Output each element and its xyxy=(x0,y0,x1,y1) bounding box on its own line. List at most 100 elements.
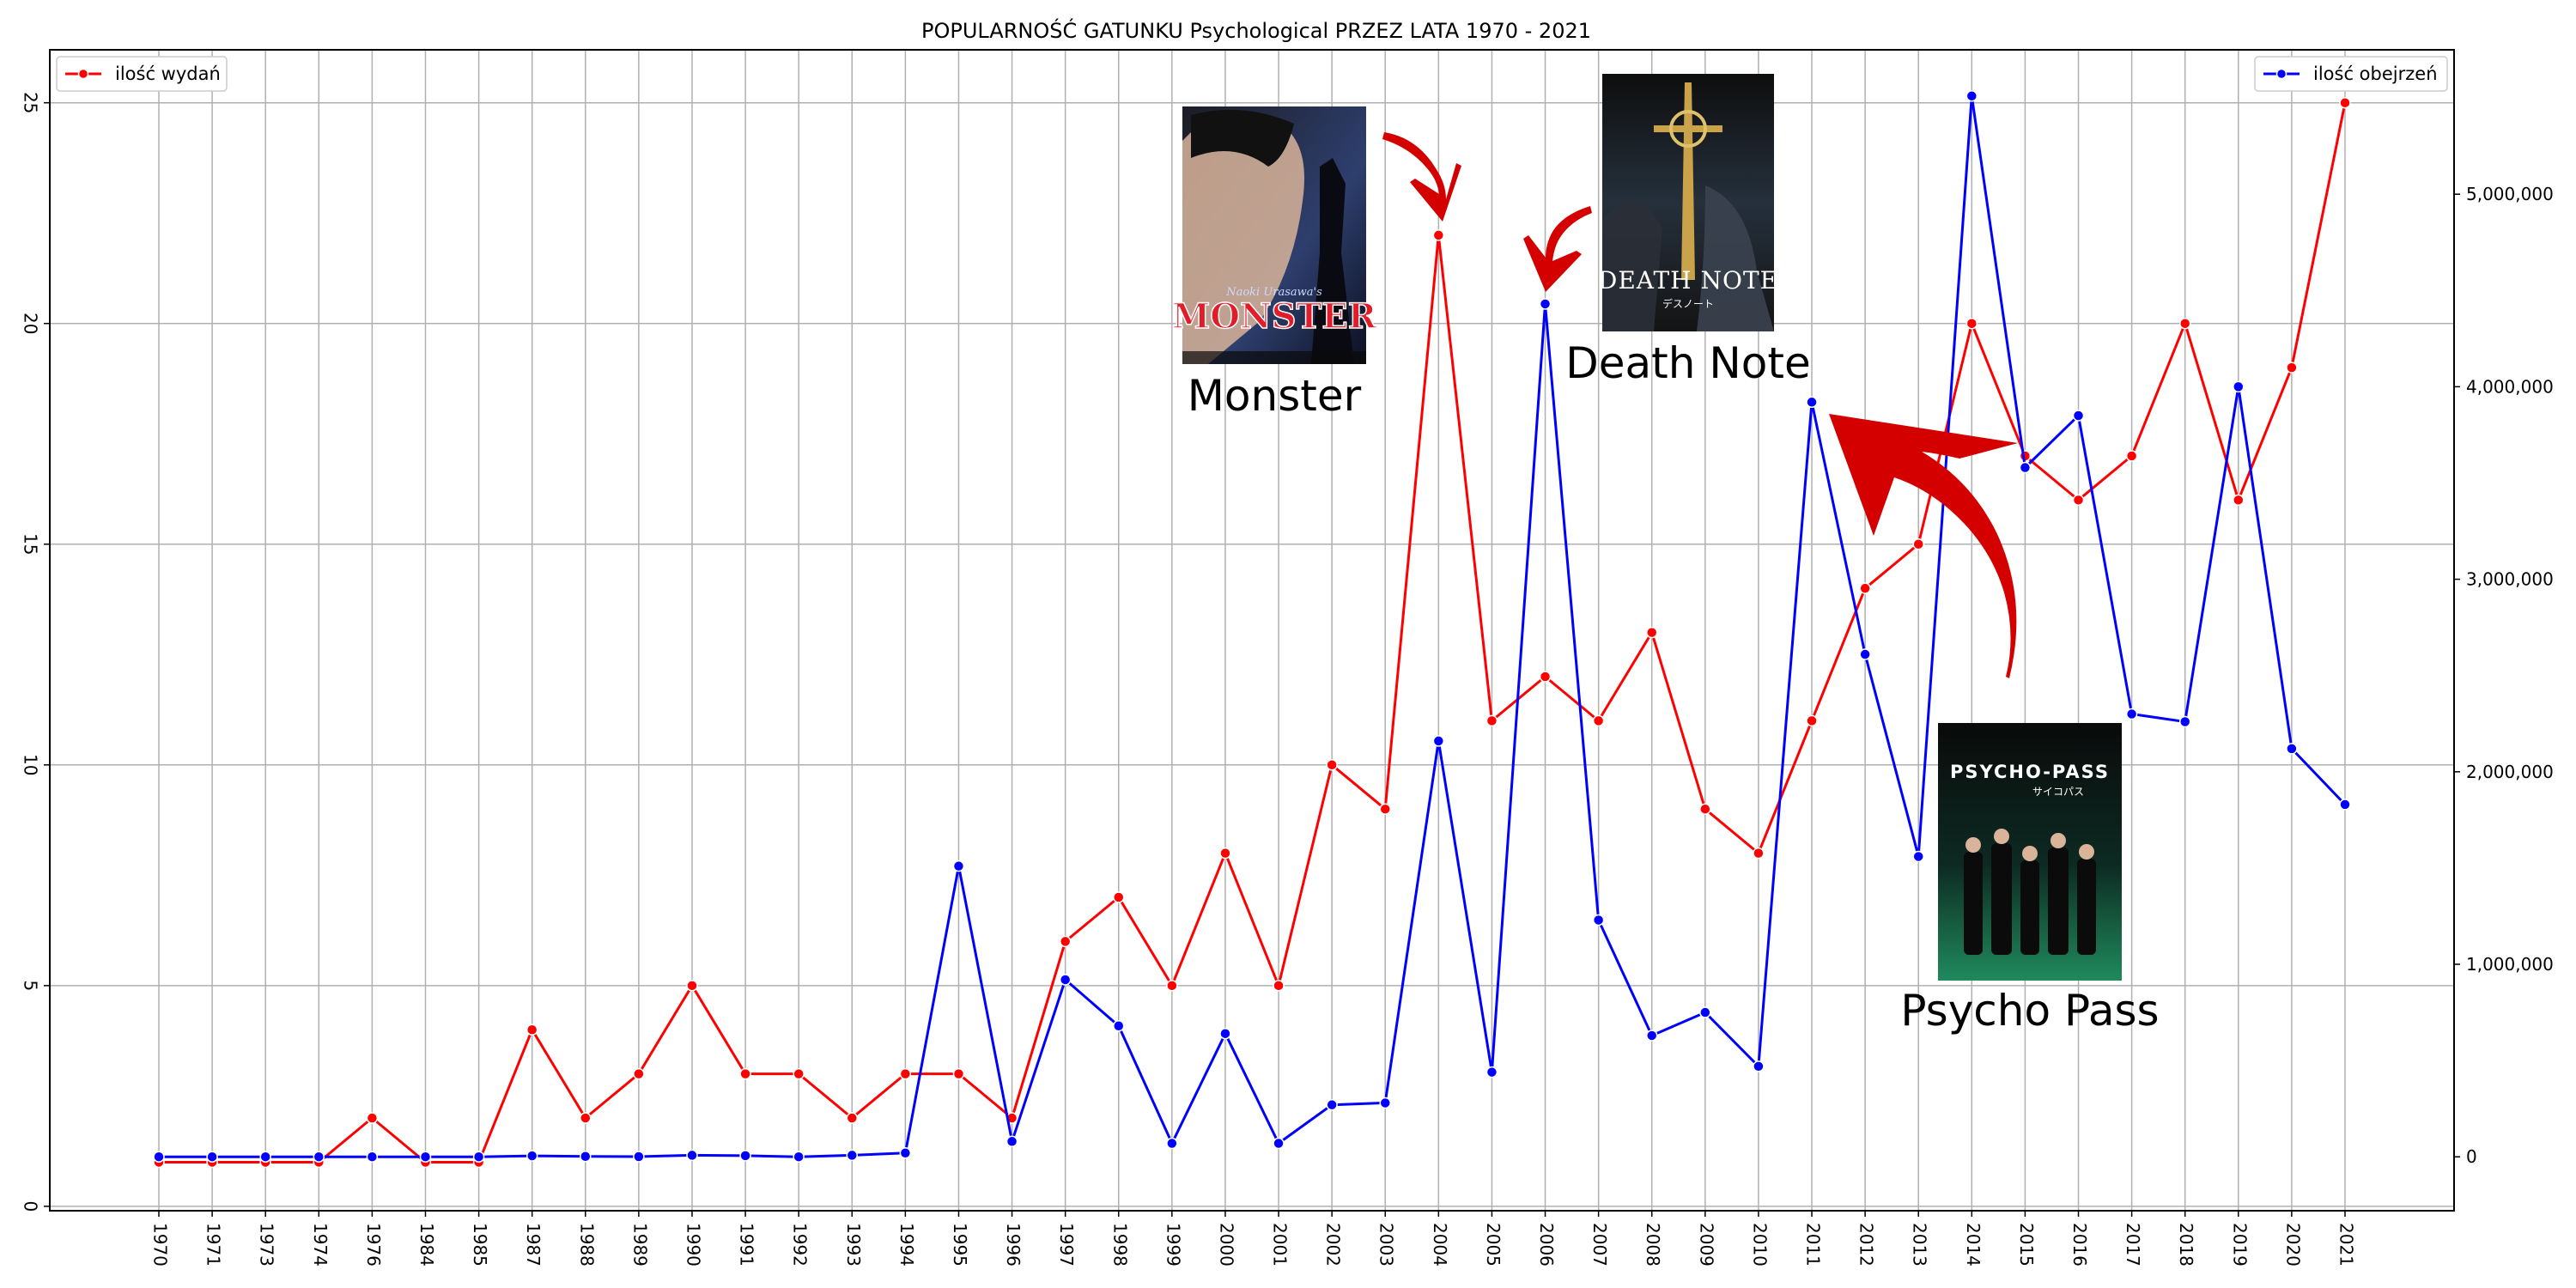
series-0-point xyxy=(2178,317,2191,330)
legend-left-marker xyxy=(77,68,89,80)
psycho-pass-poster-image: PSYCHO-PASS サイコパス xyxy=(1938,723,2122,981)
series-1-point xyxy=(1059,974,1072,986)
x-tick-label: 1971 xyxy=(204,1223,224,1267)
x-tick-label: 1994 xyxy=(896,1223,917,1267)
series-0-point xyxy=(1432,229,1445,241)
series-1-point xyxy=(1539,298,1552,310)
series-1-point xyxy=(313,1151,325,1163)
legend-right-label: ilość obejrzeń xyxy=(2313,64,2438,84)
series-0-point xyxy=(1753,847,1765,860)
x-tick-label: 2010 xyxy=(1749,1223,1770,1267)
series-0-point xyxy=(846,1112,859,1124)
series-0-point xyxy=(1539,671,1552,683)
x-tick-label: 2015 xyxy=(2016,1223,2037,1267)
x-tick-label: 1976 xyxy=(363,1223,384,1267)
series-1-point xyxy=(739,1150,751,1162)
series-1-point xyxy=(1645,1030,1658,1042)
monster-poster-author: Naoki Urasawa's xyxy=(1225,286,1322,299)
series-0-point xyxy=(1859,582,1871,594)
y-left-tick-label: 20 xyxy=(21,313,41,334)
series-0-point xyxy=(1806,714,1818,727)
psycho-pass-label: Psycho Pass xyxy=(1900,986,2159,1036)
legend-right-marker xyxy=(2275,68,2287,80)
series-0-point xyxy=(580,1112,592,1124)
series-1-point xyxy=(1592,914,1605,927)
death-note-poster-title: DEATH NOTE xyxy=(1598,266,1778,295)
x-tick-label: 2001 xyxy=(1270,1223,1291,1267)
legend-left-box xyxy=(56,56,228,92)
y-right-tick-label: 1,000,000 xyxy=(2466,954,2554,975)
series-1-point xyxy=(259,1151,271,1163)
series-1-point xyxy=(206,1151,218,1163)
death-note-label: Death Note xyxy=(1565,338,1810,388)
y-right-tick-label: 3,000,000 xyxy=(2466,569,2554,590)
x-tick-label: 2012 xyxy=(1856,1223,1877,1267)
series-0-point xyxy=(1379,803,1391,815)
x-tick-label: 1995 xyxy=(950,1223,970,1267)
x-tick-label: 1985 xyxy=(470,1223,490,1267)
series-1-point xyxy=(1432,735,1445,747)
series-1-point xyxy=(2233,380,2245,393)
series-line-0 xyxy=(159,102,2347,1163)
series-1-point xyxy=(846,1149,859,1162)
series-0-point xyxy=(526,1024,538,1036)
x-tick-label: 2004 xyxy=(1430,1223,1450,1267)
series-0-point xyxy=(2072,494,2085,507)
y-axis-left: 0 5 10 15 20 25 xyxy=(21,92,50,1212)
series-1-point xyxy=(1806,396,1818,409)
x-axis: 1970 1971 1973 1974 1976 1984 1985 1987 1988 1989… xyxy=(150,1211,2357,1267)
x-tick-label: 1988 xyxy=(576,1223,597,1267)
series-1-point xyxy=(2286,743,2298,755)
legend-left: ilość wydań xyxy=(56,56,228,92)
x-tick-label: 2006 xyxy=(1536,1223,1557,1267)
series-0-point xyxy=(1113,891,1125,903)
series-0-point xyxy=(952,1067,965,1080)
series-1-point xyxy=(1699,1006,1711,1018)
y-left-tick-label: 25 xyxy=(21,92,41,113)
series-0-point xyxy=(1219,847,1231,860)
x-tick-label: 2018 xyxy=(2176,1223,2196,1267)
series-0-point xyxy=(899,1067,912,1080)
psycho-pass-poster-title: PSYCHO-PASS xyxy=(1950,762,2110,782)
x-tick-label: 1973 xyxy=(257,1223,277,1267)
series-layer xyxy=(153,90,2351,1169)
series-1-point xyxy=(1113,1020,1125,1032)
series-0-point xyxy=(366,1112,379,1124)
x-tick-label: 1996 xyxy=(1003,1223,1024,1267)
chart-title: POPULARNOŚĆ GATUNKU Psychological PRZEZ … xyxy=(921,17,1591,43)
series-1-point xyxy=(1912,850,1924,863)
y-axis-right: 0 1,000,000 2,000,000 3,000,000 4,000,000 5,0… xyxy=(2454,184,2554,1167)
legend-right-box xyxy=(2254,56,2448,92)
x-tick-label: 2014 xyxy=(1963,1223,1984,1267)
x-tick-label: 2009 xyxy=(1696,1223,1716,1267)
monster-poster-image: Naoki Urasawa's MONSTER xyxy=(1171,106,1378,364)
x-tick-label: 1974 xyxy=(310,1223,331,1267)
x-tick-label: 2000 xyxy=(1216,1223,1236,1267)
psycho-pass-poster-jp: サイコパス xyxy=(2032,786,2084,798)
series-0-point xyxy=(686,980,698,992)
series-0-point xyxy=(2286,361,2298,374)
series-0-point xyxy=(1485,714,1498,727)
series-1-point xyxy=(1753,1060,1765,1072)
series-0-point xyxy=(739,1067,751,1080)
monster-poster-title: MONSTER xyxy=(1172,296,1377,337)
arrow-to-psycho-pass-icon xyxy=(1829,414,2018,678)
x-tick-label: 1989 xyxy=(629,1223,650,1267)
series-0-point xyxy=(2339,96,2351,109)
series-1-point xyxy=(1166,1137,1178,1150)
legend-left-label: ilość wydań xyxy=(115,64,221,84)
y-left-tick-label: 10 xyxy=(21,754,41,775)
series-0-point xyxy=(2125,450,2138,462)
series-0-point xyxy=(1273,980,1285,992)
x-tick-label: 1999 xyxy=(1163,1223,1183,1267)
series-1-point xyxy=(580,1151,592,1163)
y-left-tick-label: 15 xyxy=(21,533,41,555)
series-1-point xyxy=(1326,1098,1338,1111)
series-0-point xyxy=(633,1067,645,1080)
series-1-point xyxy=(1379,1097,1391,1109)
monster-label: Monster xyxy=(1188,371,1362,421)
series-1-point xyxy=(2339,799,2351,811)
x-tick-label: 1970 xyxy=(150,1223,171,1267)
series-1-point xyxy=(2072,410,2085,422)
